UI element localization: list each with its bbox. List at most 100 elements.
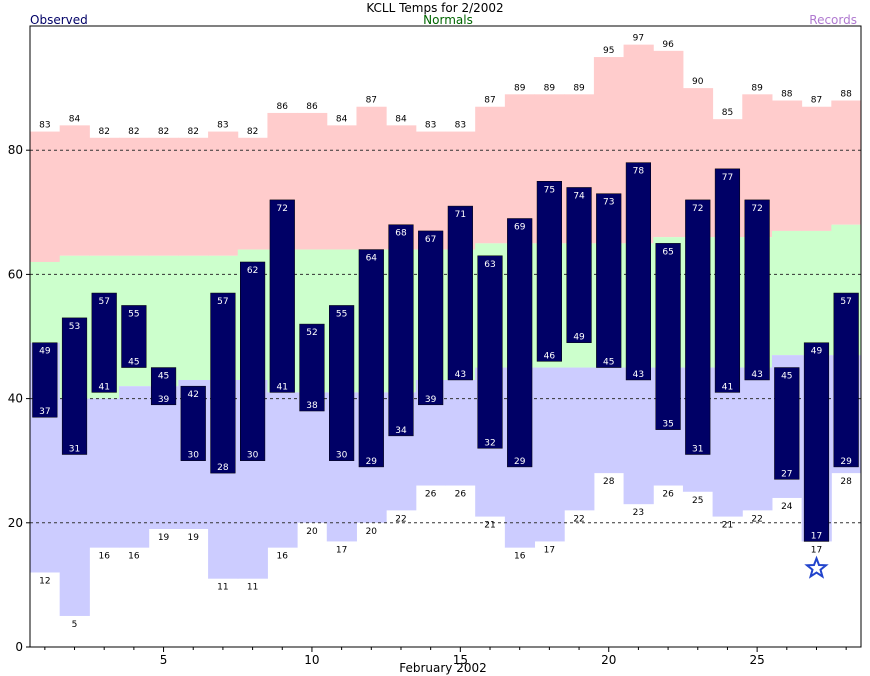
record-low-label: 19 — [158, 533, 170, 543]
record-low-label: 28 — [840, 477, 852, 487]
observed-bar — [121, 305, 147, 368]
record-low-label: 28 — [603, 477, 615, 487]
record-star-icon — [804, 555, 829, 579]
record-low-label: 11 — [217, 583, 228, 593]
observed-low-label: 28 — [217, 463, 229, 473]
observed-low-label: 43 — [751, 370, 762, 380]
record-high-band — [831, 100, 862, 225]
observed-low-label: 43 — [455, 370, 466, 380]
observed-low-label: 43 — [633, 370, 644, 380]
observed-high-label: 45 — [158, 372, 169, 382]
record-low-label: 22 — [573, 514, 584, 524]
observed-bar — [240, 261, 266, 461]
normal-band — [148, 255, 179, 387]
observed-low-label: 34 — [395, 426, 407, 436]
observed-high-label: 49 — [39, 347, 51, 357]
y-tick-label: 60 — [8, 267, 23, 281]
record-low-band — [267, 392, 298, 548]
record-high-band — [237, 137, 268, 250]
observed-low-label: 35 — [662, 420, 673, 430]
observed-low-label: 41 — [277, 382, 288, 392]
record-high-band — [801, 106, 832, 231]
observed-low-label: 39 — [158, 395, 170, 405]
observed-bar — [774, 367, 800, 480]
observed-bar — [91, 292, 117, 393]
observed-low-label: 31 — [692, 444, 703, 454]
record-high-band — [208, 131, 239, 256]
observed-high-label: 49 — [811, 347, 823, 357]
observed-low-label: 39 — [425, 395, 437, 405]
observed-low-label: 37 — [39, 407, 50, 417]
record-high-band — [415, 131, 446, 250]
record-low-label: 19 — [188, 533, 200, 543]
record-low-label: 26 — [425, 490, 437, 500]
observed-low-label: 29 — [514, 457, 526, 467]
record-high-label: 88 — [781, 90, 793, 100]
x-tick-label: 5 — [160, 653, 168, 667]
observed-bar — [596, 193, 622, 368]
observed-bar — [477, 255, 503, 449]
observed-bar — [685, 199, 711, 455]
record-high-label: 89 — [573, 83, 585, 93]
y-tick-label: 40 — [8, 392, 23, 406]
chart-title: KCLL Temps for 2/2002 — [366, 1, 503, 15]
record-high-label: 83 — [217, 121, 228, 131]
record-high-label: 82 — [247, 127, 258, 137]
record-low-label: 17 — [544, 545, 555, 555]
record-low-label: 5 — [72, 620, 78, 630]
record-low-label: 22 — [395, 514, 406, 524]
observed-bar — [32, 342, 58, 418]
record-high-label: 96 — [662, 40, 674, 50]
record-low-label: 16 — [128, 552, 140, 562]
observed-high-label: 57 — [840, 297, 851, 307]
observed-bar — [329, 305, 355, 461]
record-high-label: 86 — [306, 102, 318, 112]
observed-bar — [418, 230, 444, 406]
record-high-band — [653, 50, 684, 238]
record-high-label: 83 — [39, 121, 50, 131]
observed-low-label: 30 — [188, 451, 200, 461]
record-high-label: 90 — [692, 77, 704, 87]
observed-bar — [655, 243, 681, 430]
record-low-band — [564, 367, 595, 511]
observed-low-label: 29 — [366, 457, 378, 467]
observed-high-label: 78 — [633, 167, 645, 177]
observed-bar — [61, 317, 88, 455]
record-high-label: 87 — [366, 96, 377, 106]
normal-band — [30, 261, 61, 343]
record-low-label: 22 — [751, 514, 762, 524]
record-high-label: 82 — [158, 127, 169, 137]
x-axis-label: February 2002 — [399, 661, 487, 675]
record-low-label: 11 — [247, 583, 258, 593]
record-low-band — [148, 386, 179, 530]
observed-bar — [299, 323, 325, 412]
record-high-band — [297, 112, 328, 250]
record-high-label: 83 — [455, 121, 466, 131]
observed-bar — [150, 367, 177, 406]
observed-low-label: 30 — [336, 451, 348, 461]
observed-high-label: 73 — [603, 198, 614, 208]
record-high-band — [326, 125, 357, 250]
legend-records: Records — [809, 13, 857, 27]
observed-low-label: 30 — [247, 451, 259, 461]
record-high-label: 84 — [395, 114, 407, 124]
record-high-label: 95 — [603, 46, 614, 56]
record-high-band — [89, 137, 120, 256]
record-low-label: 17 — [336, 545, 347, 555]
record-high-band — [30, 131, 61, 262]
observed-bar — [447, 205, 473, 381]
observed-bar — [803, 342, 830, 542]
record-low-band — [297, 392, 328, 523]
record-low-band — [89, 398, 120, 548]
observed-low-label: 38 — [306, 401, 318, 411]
observed-high-label: 55 — [336, 309, 347, 319]
observed-high-label: 72 — [277, 204, 288, 214]
observed-bar — [180, 385, 206, 461]
observed-low-label: 45 — [128, 358, 139, 368]
observed-high-label: 64 — [366, 254, 378, 264]
record-low-label: 23 — [633, 508, 644, 518]
observed-low-label: 27 — [781, 469, 792, 479]
plot-frame — [29, 25, 862, 648]
observed-low-label: 41 — [722, 382, 733, 392]
